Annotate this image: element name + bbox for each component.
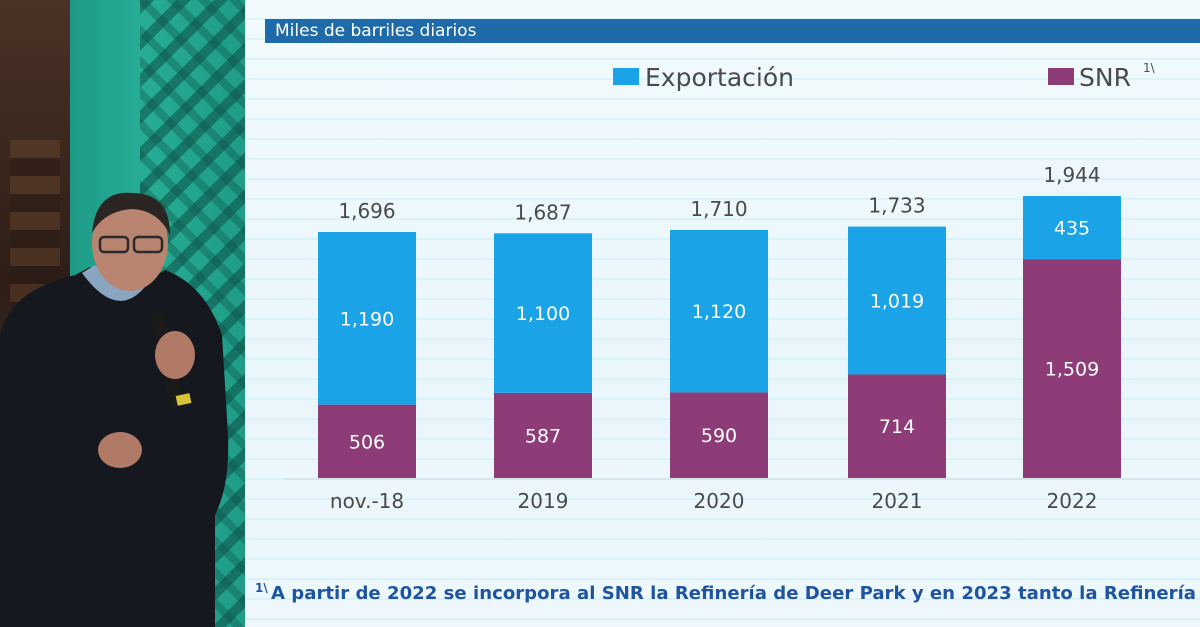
bars-group: 506 1,190 1,696 587 1,100 1,687 590 1,120 1,710 7… <box>318 163 1121 478</box>
total-label-4: 1,944 <box>1043 163 1100 187</box>
legend-footnote-marker: 1\ <box>1143 61 1156 75</box>
bar-snr-0 <box>318 404 416 478</box>
bar-exportacion-1 <box>494 233 592 393</box>
speaker-head <box>92 195 168 291</box>
x-tick-label-2: 2020 <box>694 489 745 513</box>
bar-exportacion-4 <box>1023 196 1121 260</box>
bar-snr-2 <box>670 392 768 478</box>
data-label-exportacion-1: 1,100 <box>516 303 570 325</box>
x-tick-label-0: nov.-18 <box>330 489 404 513</box>
glasses-icon <box>98 235 130 254</box>
data-label-snr-0: 506 <box>349 431 385 453</box>
legend-label-exportacion: Exportación <box>645 63 794 92</box>
chart-legend: Exportación SNR 1\ <box>613 61 1156 92</box>
x-tick-label-1: 2019 <box>518 489 569 513</box>
bar-exportacion-0 <box>318 232 416 405</box>
data-label-snr-3: 714 <box>879 416 915 438</box>
speaker-hair <box>92 192 170 235</box>
x-tick-label-3: 2021 <box>872 489 923 513</box>
footnote: 1\ A partir de 2022 se incorpora al SNR … <box>255 581 1196 604</box>
total-label-3: 1,733 <box>868 194 925 218</box>
speaker-figure <box>0 192 229 627</box>
total-label-2: 1,710 <box>690 197 747 221</box>
legend-swatch-exportacion <box>613 68 639 85</box>
bar-snr-1 <box>494 392 592 478</box>
data-label-exportacion-2: 1,120 <box>692 301 746 323</box>
data-label-exportacion-4: 435 <box>1054 218 1090 240</box>
bar-snr-3 <box>848 374 946 478</box>
bar-snr-4 <box>1023 259 1121 478</box>
data-label-exportacion-0: 1,190 <box>340 308 394 330</box>
total-label-0: 1,696 <box>338 199 395 223</box>
speaker-hand-left <box>98 432 142 468</box>
data-label-snr-2: 590 <box>701 425 737 447</box>
legend-label-snr: SNR <box>1079 63 1131 92</box>
total-label-1: 1,687 <box>514 200 571 224</box>
data-label-snr-1: 587 <box>525 425 561 447</box>
x-axis-ticks: nov.-18 2019 2020 2021 2022 <box>330 489 1098 513</box>
chart-title: Miles de barriles diarios <box>265 19 1200 43</box>
footnote-text: A partir de 2022 se incorpora al SNR la … <box>271 583 1196 604</box>
bar-exportacion-2 <box>670 229 768 393</box>
x-tick-label-4: 2022 <box>1047 489 1098 513</box>
data-label-exportacion-3: 1,019 <box>870 291 924 313</box>
legend-swatch-snr <box>1048 68 1074 85</box>
data-label-snr-4: 1,509 <box>1045 359 1099 381</box>
microphone-band <box>175 393 192 406</box>
bar-exportacion-3 <box>848 226 946 375</box>
speaker-hand <box>155 331 195 379</box>
footnote-marker: 1\ <box>255 581 268 595</box>
glasses-icon-right <box>132 235 164 254</box>
stacked-bar-chart: Exportación SNR 1\ 506 1,190 1,696 587 1,100… <box>255 61 1200 604</box>
